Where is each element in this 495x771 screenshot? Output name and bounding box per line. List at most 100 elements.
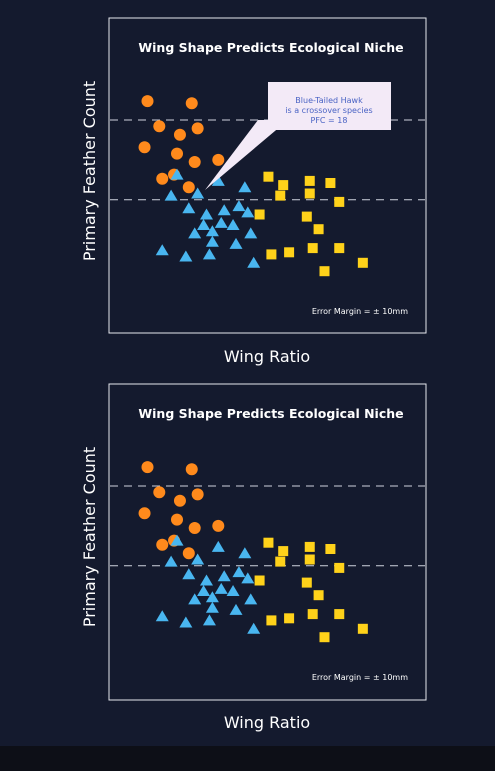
triangle-marker [205,225,219,237]
triangle-marker [217,570,231,582]
circle-marker [182,181,195,194]
circle-marker [138,507,151,520]
square-marker [275,190,286,201]
square-marker [266,615,277,626]
y-axis-label: Primary Feather Count [80,447,99,627]
square-marker [284,613,295,624]
triangle-marker [205,235,219,247]
circle-marker [141,461,154,474]
square-marker [304,175,315,186]
triangle-marker [170,168,184,180]
triangle-marker [202,248,216,260]
chart-title: Wing Shape Predicts Ecological Niche [138,40,403,55]
triangle-marker [155,244,169,256]
triangle-marker [179,250,193,262]
square-marker [334,562,345,573]
triangle-marker [202,614,216,626]
circle-marker [156,172,169,185]
chart-2: Wing Shape Predicts Ecological Niche Pri… [80,383,427,732]
plot-frame [108,383,427,701]
chart-1: Wing Shape Predicts Ecological Niche Pri… [80,17,427,366]
triangle-marker [197,219,211,230]
triangle-marker [244,593,258,605]
circle-marker [171,147,183,160]
circle-marker [191,488,204,501]
triangle-marker [200,208,213,220]
data-points [138,95,368,277]
triangle-marker [217,204,231,216]
square-marker [334,243,345,254]
circle-marker [156,538,169,551]
square-marker [319,632,330,643]
square-marker [325,178,336,188]
square-marker [307,609,318,620]
square-marker [334,609,345,620]
callout-annotation: Blue-Tailed Hawk is a crossover species … [205,82,391,190]
triangle-marker [155,610,169,622]
triangle-marker [164,189,178,201]
triangle-marker [232,200,246,212]
bottom-bar [0,746,495,771]
square-marker [357,623,368,634]
triangle-marker [232,566,246,578]
square-marker [357,257,368,268]
triangle-marker [197,585,211,596]
triangle-marker [229,237,243,249]
square-marker [301,211,312,222]
circle-marker [171,513,183,526]
triangle-marker [226,585,240,596]
triangle-marker [179,616,193,628]
square-marker [263,171,274,182]
circle-marker [182,547,195,560]
triangle-marker [241,206,255,218]
error-margin-note: Error Margin = ± 10mm [312,673,408,682]
callout-line-2: is a crossover species [285,106,372,115]
triangle-marker [188,227,202,239]
circle-marker [173,494,186,507]
triangle-marker [200,574,213,586]
triangle-marker [241,572,255,584]
circle-marker [188,156,201,168]
square-marker [275,556,286,567]
circle-marker [212,519,225,532]
circle-marker [191,122,204,135]
triangle-marker [238,181,252,193]
triangle-marker [182,202,196,214]
triangle-marker [170,534,184,546]
callout-line-1: Blue-Tailed Hawk [295,96,363,105]
triangle-marker [247,256,261,268]
triangle-marker [191,553,205,565]
circle-marker [141,95,154,108]
triangle-marker [164,555,178,567]
square-marker [307,243,318,254]
circle-marker [173,128,186,141]
square-marker [278,546,289,557]
triangle-marker [238,547,252,559]
square-marker [284,247,295,258]
circle-marker [153,120,166,133]
triangle-marker [182,568,196,580]
square-marker [325,544,336,554]
triangle-marker [214,582,228,594]
triangle-marker [188,593,202,605]
triangle-marker [205,601,219,613]
triangle-marker [205,591,219,603]
triangle-marker [229,603,243,615]
square-marker [319,266,330,277]
square-marker [334,196,345,207]
triangle-marker [244,227,258,239]
square-marker [301,577,312,588]
callout-line-3: PFC = 18 [311,116,348,125]
square-marker [263,537,274,548]
y-axis-label: Primary Feather Count [80,81,99,261]
square-marker [313,224,324,235]
x-axis-label: Wing Ratio [224,347,310,366]
triangle-marker [214,216,228,228]
circle-marker [188,522,201,534]
circle-marker [185,463,198,476]
square-marker [313,590,324,601]
chart-title: Wing Shape Predicts Ecological Niche [138,406,403,421]
circle-marker [138,141,151,154]
error-margin-note: Error Margin = ± 10mm [312,307,408,316]
